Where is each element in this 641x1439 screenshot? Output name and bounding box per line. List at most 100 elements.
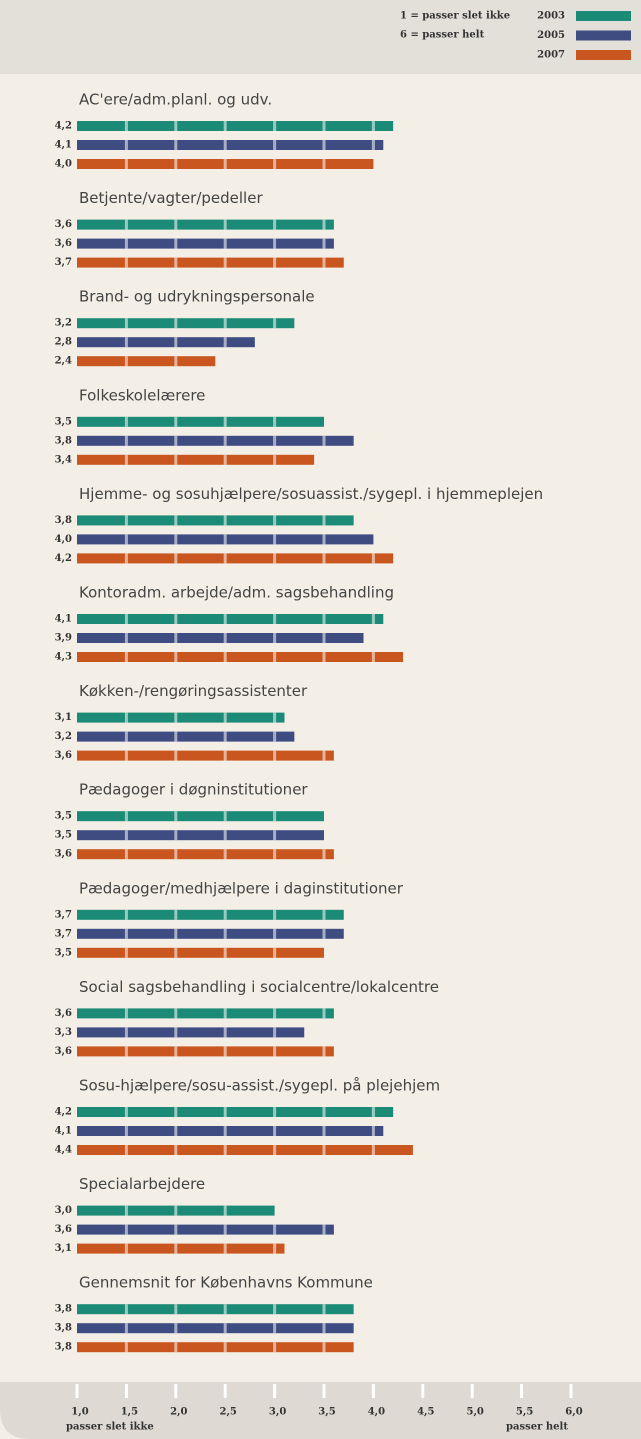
legend-swatch bbox=[576, 11, 631, 21]
value-label: 3,6 bbox=[55, 238, 72, 249]
bar bbox=[77, 811, 324, 822]
bar bbox=[77, 1304, 354, 1315]
value-label: 3,8 bbox=[55, 1323, 72, 1334]
bar bbox=[77, 1145, 413, 1155]
value-label: 3,0 bbox=[55, 1205, 72, 1216]
value-label: 3,5 bbox=[55, 416, 72, 427]
value-label: 3,3 bbox=[55, 1027, 72, 1038]
legend-swatch bbox=[576, 30, 631, 41]
bar bbox=[77, 1126, 384, 1136]
legend-label: 2007 bbox=[537, 50, 565, 61]
bar bbox=[77, 257, 344, 268]
x-tick-label: 1,0 bbox=[71, 1407, 88, 1418]
value-label: 4,2 bbox=[55, 121, 72, 132]
value-label: 3,8 bbox=[55, 1342, 72, 1353]
value-label: 3,8 bbox=[55, 515, 72, 526]
bar bbox=[77, 1342, 354, 1353]
value-label: 3,6 bbox=[55, 849, 72, 860]
header-band bbox=[0, 0, 641, 74]
bar bbox=[77, 1107, 394, 1117]
bar bbox=[77, 947, 324, 958]
value-label: 2,8 bbox=[55, 337, 72, 348]
x-tick-label: 4,5 bbox=[417, 1407, 434, 1418]
value-label: 3,8 bbox=[55, 1304, 72, 1315]
value-label: 3,6 bbox=[55, 750, 72, 761]
value-label: 3,8 bbox=[55, 435, 72, 446]
category-label: Social sagsbehandling i socialcentre/lok… bbox=[79, 978, 439, 996]
bar bbox=[77, 454, 315, 465]
bar bbox=[77, 712, 285, 723]
bar bbox=[77, 928, 344, 939]
value-label: 4,0 bbox=[55, 159, 72, 170]
x-tick-label: 4,0 bbox=[368, 1407, 385, 1418]
value-label: 3,4 bbox=[55, 454, 72, 465]
x-tick-label: 5,5 bbox=[516, 1407, 533, 1418]
bar bbox=[77, 337, 255, 348]
bar bbox=[77, 614, 384, 624]
legend-label: 2003 bbox=[537, 11, 565, 22]
bar bbox=[77, 909, 344, 920]
category-label: Gennemsnit for Københavns Kommune bbox=[79, 1274, 373, 1292]
bar bbox=[77, 140, 384, 150]
x-axis-label: passer slet ikke bbox=[66, 1422, 154, 1433]
category-label: Pædagoger/medhjælpere i daginstitutioner bbox=[79, 879, 404, 897]
bar bbox=[77, 849, 334, 860]
category-label: Brand- og udrykningspersonale bbox=[79, 288, 315, 306]
category-label: Pædagoger i døgninstitutioner bbox=[79, 781, 308, 799]
category-label: Specialarbejdere bbox=[79, 1175, 205, 1193]
bar bbox=[77, 750, 334, 761]
x-tick-label: 3,5 bbox=[318, 1407, 335, 1418]
value-label: 3,1 bbox=[55, 712, 72, 723]
value-label: 3,6 bbox=[55, 1008, 72, 1019]
x-axis-label: passer helt bbox=[506, 1422, 568, 1433]
value-label: 3,6 bbox=[55, 1224, 72, 1235]
value-label: 3,1 bbox=[55, 1243, 72, 1254]
value-label: 3,5 bbox=[55, 811, 72, 822]
bar bbox=[77, 830, 324, 841]
bar bbox=[77, 1046, 334, 1057]
bar bbox=[77, 238, 334, 249]
bar bbox=[77, 731, 295, 742]
value-label: 3,7 bbox=[55, 928, 72, 939]
bar bbox=[77, 435, 354, 446]
category-label: Hjemme- og sosuhjælpere/sosuassist./syge… bbox=[79, 485, 543, 503]
axis-band bbox=[0, 1382, 641, 1439]
legend-swatch bbox=[576, 50, 631, 60]
x-tick-label: 5,0 bbox=[466, 1407, 483, 1418]
value-label: 3,9 bbox=[55, 633, 72, 644]
category-label: Folkeskolelærere bbox=[79, 386, 205, 404]
bar bbox=[77, 633, 364, 643]
category-label: Køkken-/rengøringsassistenter bbox=[79, 682, 308, 700]
value-label: 3,6 bbox=[55, 219, 72, 230]
bar bbox=[77, 121, 394, 131]
value-label: 3,2 bbox=[55, 318, 72, 329]
bar bbox=[77, 219, 334, 230]
category-label: Betjente/vagter/pedeller bbox=[79, 189, 263, 207]
legend-note: 1 = passer slet ikke bbox=[400, 11, 510, 22]
bar bbox=[77, 1243, 285, 1254]
x-tick-label: 1,5 bbox=[121, 1407, 138, 1418]
legend-note: 6 = passer helt bbox=[400, 30, 485, 41]
bar bbox=[77, 318, 295, 329]
bar bbox=[77, 1008, 334, 1019]
value-label: 4,4 bbox=[55, 1145, 72, 1156]
x-tick-label: 3,0 bbox=[269, 1407, 286, 1418]
value-label: 3,5 bbox=[55, 830, 72, 841]
bar bbox=[77, 553, 394, 564]
value-label: 3,2 bbox=[55, 731, 72, 742]
category-label: Sosu-hjælpere/sosu-assist./sygepl. på pl… bbox=[79, 1077, 440, 1095]
bar bbox=[77, 1224, 334, 1235]
value-label: 4,1 bbox=[55, 614, 72, 625]
bar bbox=[77, 416, 324, 427]
value-label: 3,5 bbox=[55, 947, 72, 958]
category-label: AC'ere/adm.planl. og udv. bbox=[79, 91, 272, 109]
x-tick-label: 6,0 bbox=[565, 1407, 582, 1418]
bar bbox=[77, 1027, 305, 1038]
bar bbox=[77, 356, 216, 367]
value-label: 4,0 bbox=[55, 534, 72, 545]
value-label: 4,2 bbox=[55, 553, 72, 564]
value-label: 4,1 bbox=[55, 140, 72, 151]
value-label: 3,7 bbox=[55, 257, 72, 268]
x-tick-label: 2,0 bbox=[170, 1407, 187, 1418]
